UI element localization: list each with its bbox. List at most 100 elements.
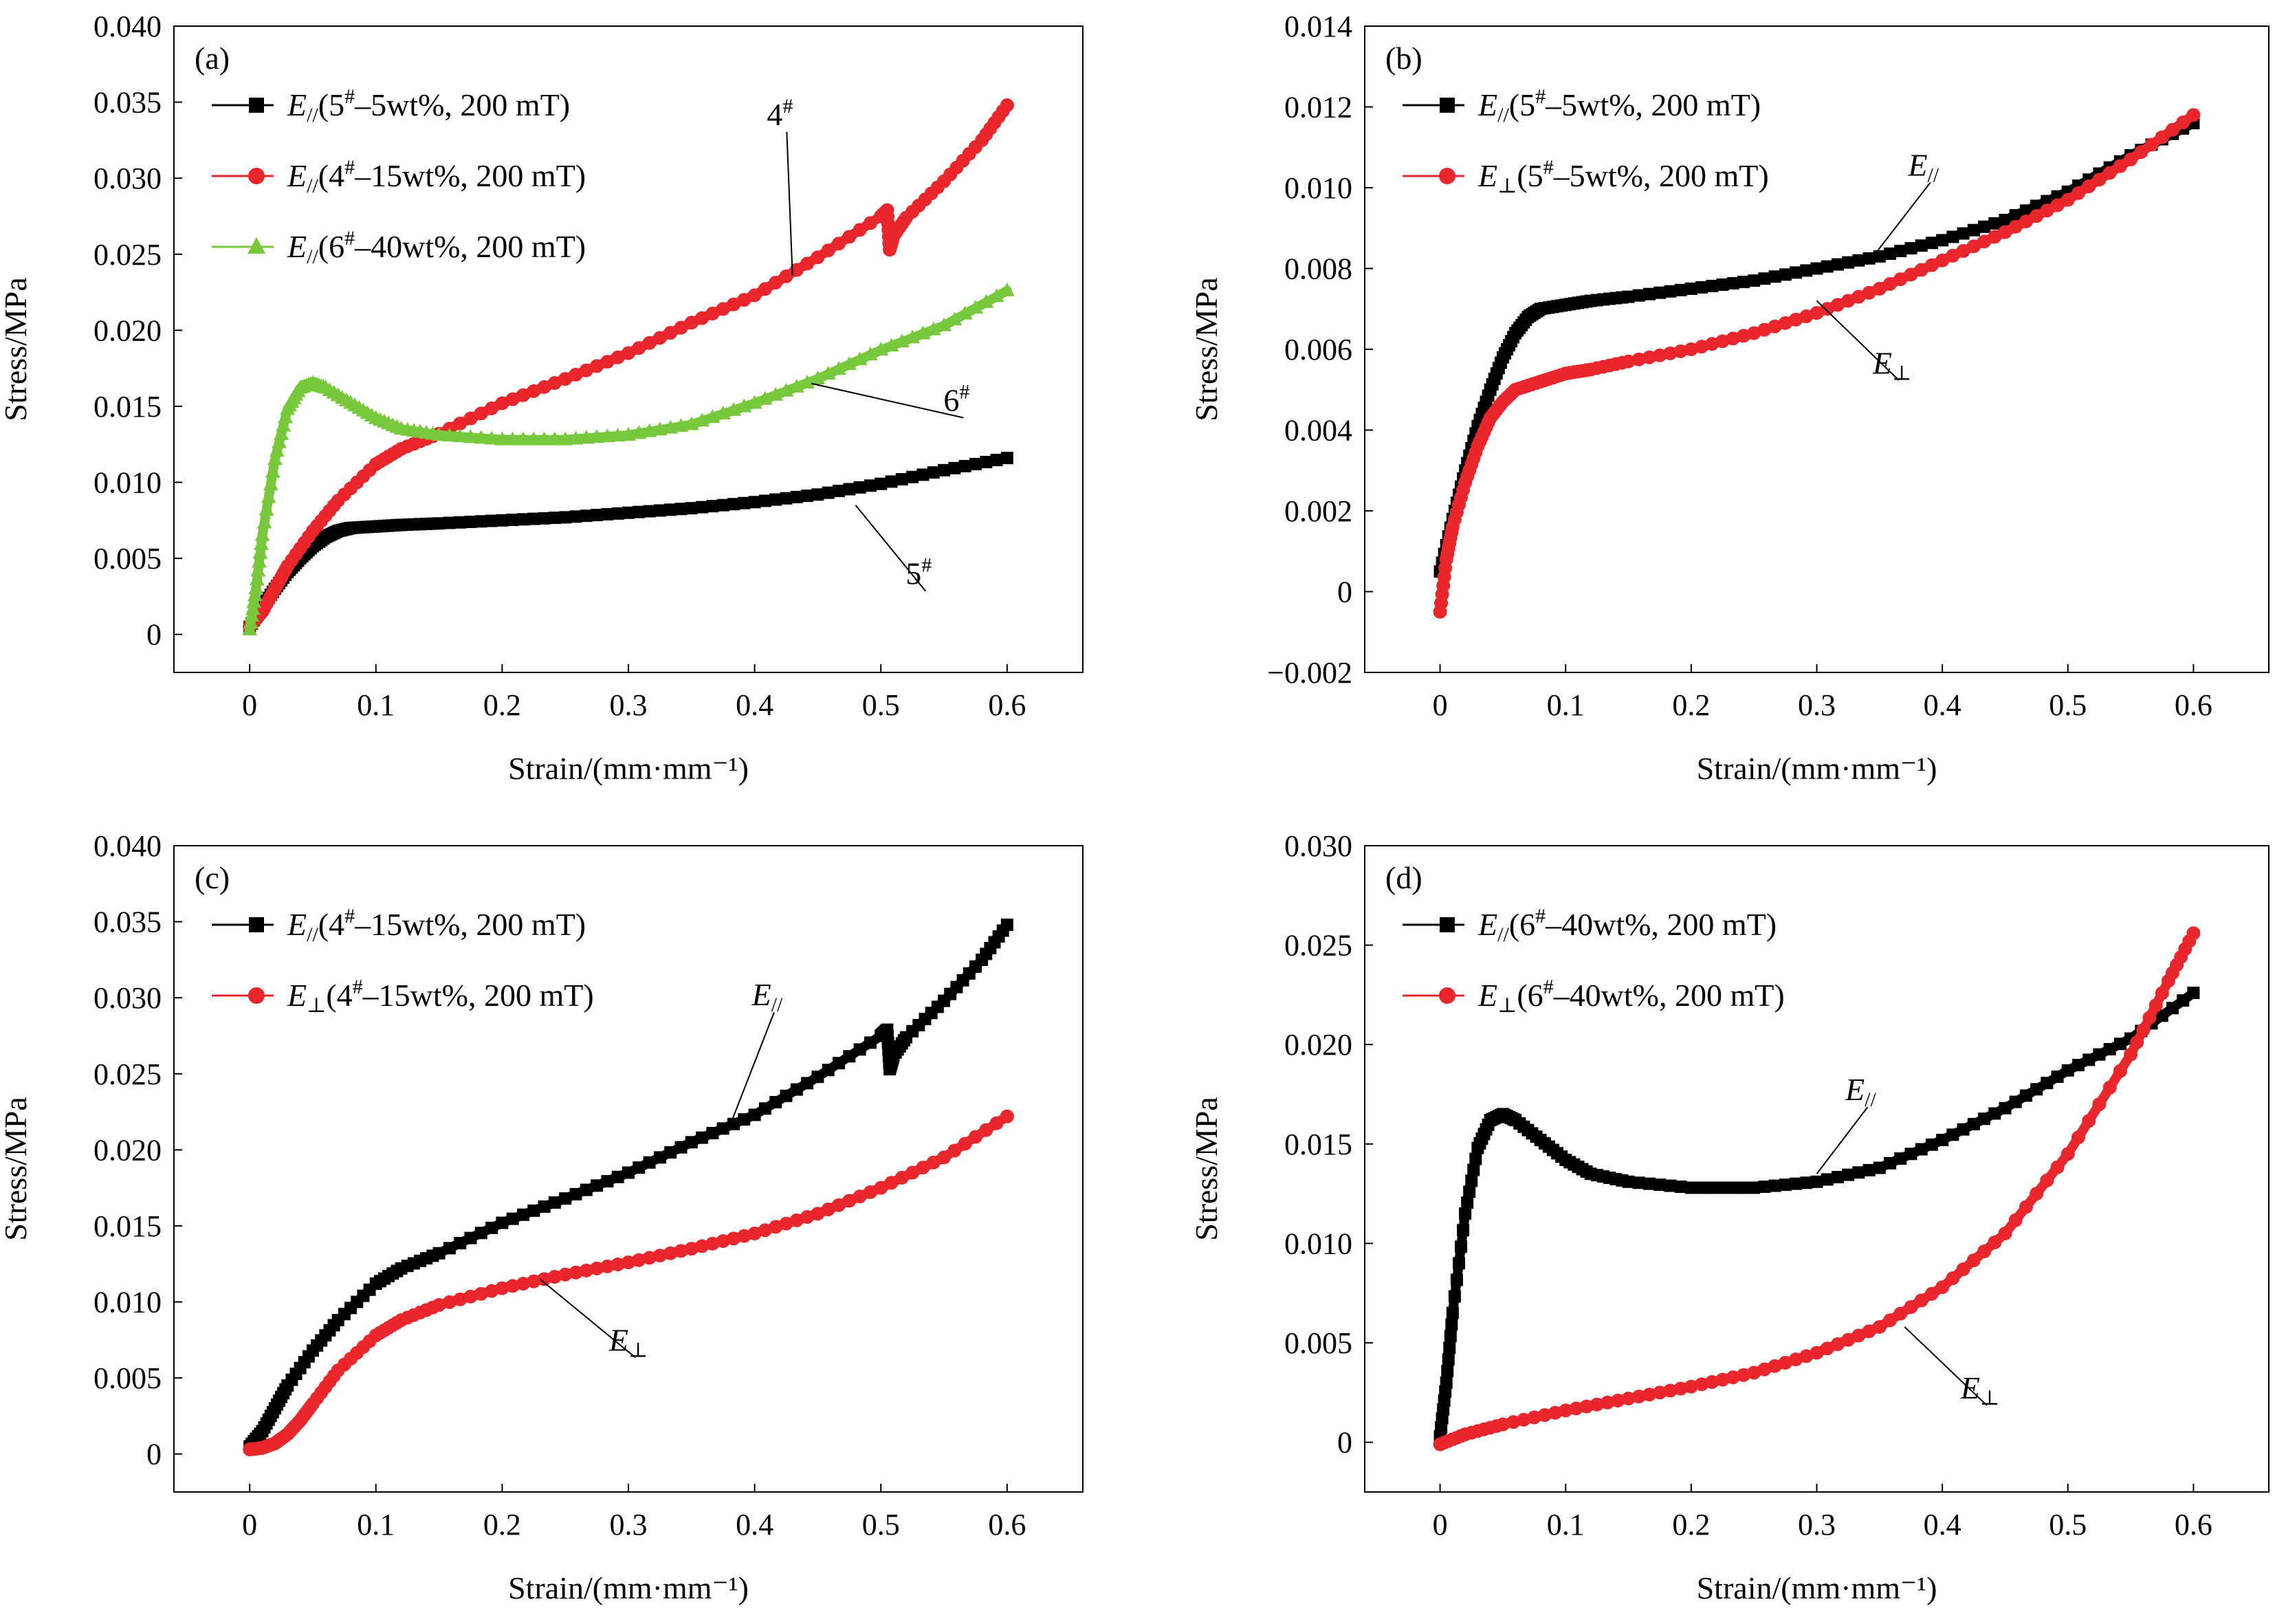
data-point <box>1935 253 1950 267</box>
data-point <box>2040 1173 2054 1187</box>
x-tick-label: 0.2 <box>1672 1508 1710 1541</box>
data-point <box>559 511 572 524</box>
data-point <box>1946 248 1960 263</box>
x-tick-label: 0.1 <box>357 688 395 722</box>
y-tick-label: 0.035 <box>94 86 162 120</box>
x-tick-label: 0.5 <box>862 688 900 722</box>
data-point <box>1467 1163 1480 1176</box>
data-point <box>2136 1023 2151 1038</box>
data-point <box>990 454 1003 467</box>
annotation: 4# <box>767 95 793 276</box>
data-point <box>1622 290 1635 303</box>
data-point <box>432 1297 446 1312</box>
data-point <box>1548 1405 1563 1420</box>
data-point <box>1642 350 1656 364</box>
data-point <box>779 1216 793 1231</box>
data-point <box>2050 198 2065 212</box>
data-point <box>2082 1053 2096 1066</box>
x-tick-label: 0.3 <box>610 688 648 722</box>
data-point <box>2071 1059 2085 1072</box>
data-point <box>1716 278 1729 291</box>
data-point <box>2134 145 2148 160</box>
x-tick-label: 0.1 <box>357 1508 395 1541</box>
data-point <box>1830 1337 1845 1352</box>
data-point <box>453 1292 468 1306</box>
data-point <box>884 1176 899 1190</box>
data-point <box>558 1267 573 1282</box>
data-point <box>569 1265 583 1280</box>
x-tick-label: 0.5 <box>2049 688 2087 722</box>
data-point <box>778 382 794 397</box>
legend-label: E//(5#–5wt%, 200 mT) <box>1477 85 1761 127</box>
data-point <box>948 461 961 474</box>
series-3 <box>242 282 1015 636</box>
data-point <box>863 216 877 230</box>
data-point <box>432 1247 446 1260</box>
x-tick-label: 0.1 <box>1547 1508 1585 1541</box>
data-point <box>611 507 624 520</box>
data-point <box>464 1231 477 1244</box>
data-point <box>569 1187 582 1200</box>
annotation-leader <box>1816 1106 1869 1174</box>
data-point <box>643 1156 656 1169</box>
data-point <box>1695 281 1708 294</box>
x-tick-label: 0 <box>1433 688 1448 722</box>
data-point <box>1758 1181 1771 1194</box>
data-point <box>1904 242 1917 255</box>
x-tick-label: 0.2 <box>483 688 521 722</box>
data-point <box>580 1183 593 1196</box>
y-tick-label: 0.025 <box>94 238 162 272</box>
data-point <box>1663 1383 1678 1398</box>
data-point <box>1789 1352 1803 1367</box>
data-point <box>547 376 562 391</box>
data-point <box>978 294 994 308</box>
data-point <box>454 1237 467 1250</box>
x-tick-label: 0.2 <box>483 1508 521 1541</box>
annotation-label: E⊥ <box>1960 1370 1999 1409</box>
x-tick-label: 0.6 <box>2175 1508 2212 1541</box>
x-tick-label: 0 <box>242 688 257 722</box>
data-point <box>652 1249 667 1263</box>
series-1 <box>1433 987 2200 1443</box>
data-point <box>1799 1349 1814 1363</box>
data-point <box>474 515 487 528</box>
data-point <box>2176 116 2190 130</box>
data-point <box>254 527 270 541</box>
annotation-label: 6# <box>943 381 969 418</box>
data-point <box>927 466 940 479</box>
panel-label: (d) <box>1385 860 1422 895</box>
data-point <box>2008 219 2023 234</box>
data-point <box>2071 186 2085 200</box>
data-point <box>938 463 951 476</box>
data-point <box>642 1251 657 1265</box>
data-point <box>2124 1047 2138 1062</box>
data-point <box>1967 223 1980 237</box>
data-point <box>695 1239 710 1253</box>
data-point <box>664 1146 677 1159</box>
data-point <box>822 1064 835 1077</box>
data-point <box>1737 1181 1750 1194</box>
data-point <box>1956 1262 1970 1277</box>
data-point <box>1851 1328 1866 1343</box>
y-tick-label: 0.010 <box>1284 1227 1352 1260</box>
data-point <box>2060 193 2075 207</box>
y-axis-title: Stress/MPa <box>0 1097 33 1241</box>
data-point <box>1457 1224 1470 1237</box>
data-point <box>811 488 824 501</box>
data-point <box>1810 306 1824 320</box>
y-tick-label: 0.005 <box>94 542 162 575</box>
legend-marker <box>248 987 265 1004</box>
data-point <box>1851 289 1866 304</box>
data-point <box>1904 267 1918 282</box>
data-point <box>516 513 529 526</box>
series-2 <box>1433 108 2201 619</box>
y-tick-label: 0.030 <box>1284 829 1352 863</box>
data-point <box>1664 285 1677 298</box>
data-point <box>2051 1070 2064 1083</box>
data-point <box>1778 1356 1792 1370</box>
data-point <box>1810 262 1823 275</box>
data-point <box>1830 298 1845 312</box>
data-point <box>1000 919 1013 932</box>
data-point <box>633 505 646 518</box>
data-point <box>274 426 289 440</box>
